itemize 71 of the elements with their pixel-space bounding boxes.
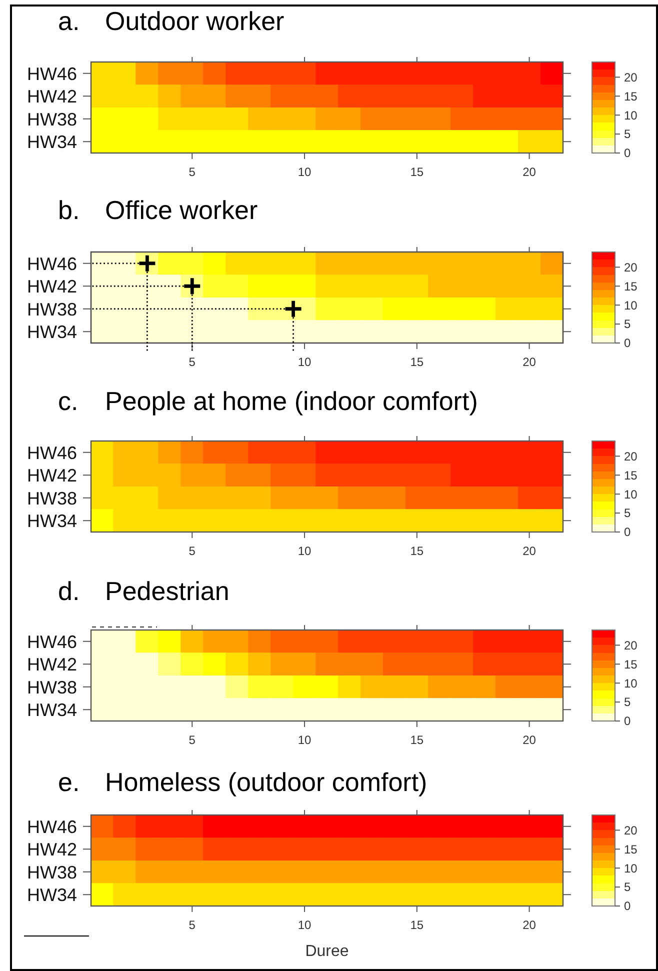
y-tick-label: HW42	[26, 840, 77, 860]
x-tick-label: 5	[188, 733, 196, 747]
y-tick-label: HW34	[26, 700, 77, 720]
y-tick-label: HW46	[26, 64, 77, 84]
color-bar-label: 0	[624, 146, 631, 160]
y-tick-label: HW38	[26, 299, 77, 320]
color-bar-label: 20	[624, 70, 638, 84]
x-tick-label: 15	[410, 918, 424, 932]
x-axis-title: Duree	[305, 943, 349, 960]
x-tick-label: 10	[298, 918, 312, 932]
chart-title: b. Office worker	[58, 195, 258, 225]
x-tick-label: 15	[410, 733, 424, 747]
color-bar-label: 0	[624, 899, 631, 914]
color-bar-label: 5	[624, 880, 631, 894]
color-bar-label: 0	[624, 525, 631, 540]
color-bar-label: 20	[624, 260, 638, 274]
x-tick-label: 20	[522, 918, 536, 932]
color-bar-label: 5	[624, 695, 631, 710]
y-tick-label: HW38	[26, 677, 77, 698]
x-tick-label: 20	[522, 544, 536, 558]
color-bar-label: 10	[624, 298, 638, 312]
color-bar-label: 15	[624, 89, 638, 104]
color-bar-label: 20	[624, 638, 638, 652]
y-tick-label: HW46	[26, 254, 77, 274]
color-bar-label: 10	[624, 861, 638, 876]
x-tick-label: 15	[410, 544, 424, 558]
color-bar-label: 0	[624, 336, 631, 350]
y-tick-label: HW34	[26, 511, 77, 532]
color-bar-label: 20	[624, 449, 638, 464]
chart-title: c. People at home (indoor comfort)	[58, 386, 478, 416]
x-tick-label: 10	[298, 733, 312, 747]
color-bar-label: 20	[624, 823, 638, 838]
y-tick-label: HW38	[26, 109, 77, 130]
x-tick-label: 15	[410, 355, 424, 369]
y-tick-label: HW42	[26, 466, 77, 486]
color-bar-label: 5	[624, 506, 631, 520]
color-bar-label: 5	[624, 127, 631, 142]
color-bar-label: 10	[624, 487, 638, 502]
x-tick-label: 5	[188, 355, 196, 369]
x-tick-label: 20	[522, 733, 536, 747]
chart-title: a. Outdoor worker	[58, 6, 285, 36]
x-tick-label: 10	[298, 355, 312, 369]
chart-title: e. Homeless (outdoor comfort)	[58, 767, 428, 797]
color-bar-label: 15	[624, 468, 638, 482]
y-tick-label: HW34	[26, 132, 77, 152]
color-bar-label: 0	[624, 714, 631, 728]
chart-title: d. Pedestrian	[58, 576, 230, 606]
color-bar-label: 15	[624, 657, 638, 672]
y-tick-label: HW38	[26, 862, 77, 882]
y-tick-label: HW42	[26, 276, 77, 297]
y-tick-label: HW46	[26, 632, 77, 652]
y-tick-label: HW46	[26, 816, 77, 837]
y-tick-label: HW46	[26, 442, 77, 463]
y-tick-label: HW38	[26, 488, 77, 508]
x-tick-label: 5	[188, 544, 196, 558]
x-tick-label: 10	[298, 165, 312, 179]
color-bar-label: 15	[624, 279, 638, 294]
color-bar-label: 10	[624, 108, 638, 122]
x-tick-label: 15	[410, 165, 424, 179]
x-tick-label: 20	[522, 165, 536, 179]
y-tick-label: HW34	[26, 885, 77, 906]
y-tick-label: HW42	[26, 654, 77, 675]
y-tick-label: HW42	[26, 86, 77, 107]
x-tick-label: 5	[188, 165, 196, 179]
x-tick-label: 5	[188, 918, 196, 932]
y-tick-label: HW34	[26, 322, 77, 342]
x-tick-label: 10	[298, 544, 312, 558]
color-bar-label: 10	[624, 676, 638, 690]
color-bar-label: 15	[624, 842, 638, 856]
color-bar-label: 5	[624, 317, 631, 332]
x-tick-label: 20	[522, 355, 536, 369]
